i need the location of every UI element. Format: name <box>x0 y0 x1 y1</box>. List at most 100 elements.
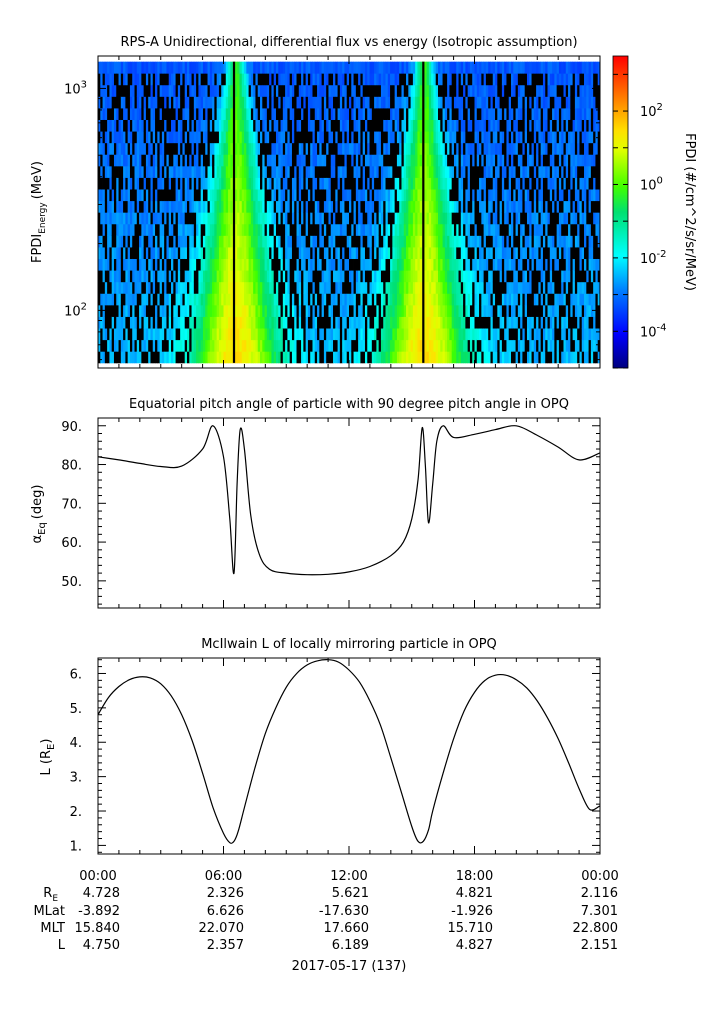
spectrogram-cell <box>312 351 316 364</box>
spectrogram-cell <box>287 200 291 213</box>
spectrogram-cell <box>533 223 537 236</box>
spectrogram-cell <box>202 119 206 132</box>
spectrogram-cell <box>353 177 357 190</box>
spectrogram-cell <box>447 61 450 74</box>
spectrogram-cell <box>349 281 352 294</box>
spectrogram-cell <box>248 270 252 283</box>
spectrogram-cell <box>182 281 186 294</box>
spectrogram-cell <box>113 131 117 144</box>
spectrogram-cell <box>435 119 439 132</box>
spectrogram-cell <box>511 84 514 97</box>
spectrogram-cell <box>339 96 343 109</box>
spectrogram-cell <box>168 177 172 190</box>
spectrogram-cell <box>371 328 375 341</box>
spectrogram-cell <box>412 281 416 294</box>
spectrogram-cell <box>531 119 535 132</box>
spectrogram-cell <box>335 339 338 352</box>
spectrogram-cell <box>239 84 243 97</box>
spectrogram-cell <box>113 154 117 167</box>
spectrogram-cell <box>392 258 396 271</box>
spectrogram-cell <box>285 142 288 155</box>
spectrogram-cell <box>330 293 334 306</box>
spectrogram-cell <box>360 200 364 213</box>
spectrogram-cell <box>376 281 380 294</box>
spectrogram-cell <box>433 177 437 190</box>
spectrogram-cell <box>326 339 329 352</box>
spectrogram-cell <box>202 165 206 178</box>
spectrogram-cell <box>134 339 138 352</box>
spectrogram-cell <box>255 142 259 155</box>
spectrogram-cell <box>216 281 220 294</box>
spectrogram-cell <box>246 281 249 294</box>
spectrogram-cell <box>280 316 284 329</box>
spectrogram-cell <box>148 293 151 306</box>
spectrogram-cell <box>221 235 224 248</box>
spectrogram-cell <box>266 73 270 86</box>
spectrogram-cell <box>143 247 147 260</box>
spectrogram-cell <box>378 258 382 271</box>
spectrogram-cell <box>225 293 229 306</box>
spectrogram-cell <box>472 96 475 109</box>
spectrogram-cell <box>326 270 329 283</box>
spectrogram-cell <box>264 339 268 352</box>
spectrogram-cell <box>113 339 117 352</box>
spectrogram-cell <box>390 131 393 144</box>
spectrogram-cell <box>125 339 129 352</box>
spectrogram-cell <box>399 61 402 74</box>
spectrogram-cell <box>298 119 302 132</box>
spectrogram-cell <box>515 316 519 329</box>
spectrogram-cell <box>152 258 156 271</box>
spectrogram-cell <box>296 258 300 271</box>
spectrogram-cell <box>492 258 496 271</box>
spectrogram-cell <box>474 73 478 86</box>
spectrogram-cell <box>444 247 448 260</box>
spectrogram-cell <box>294 131 297 144</box>
spectrogram-cell <box>522 328 526 341</box>
spectrogram-cell <box>399 247 402 260</box>
spectrogram-cell <box>476 339 480 352</box>
spectrogram-cell <box>264 258 268 271</box>
spectrogram-cell <box>289 73 293 86</box>
spectrogram-cell <box>399 258 402 271</box>
spectrogram-cell <box>305 165 309 178</box>
spectrogram-cell <box>323 84 327 97</box>
spectrogram-cell <box>271 61 275 74</box>
spectrogram-cell <box>355 119 359 132</box>
spectrogram-cell <box>182 270 186 283</box>
spectrogram-cell <box>337 351 341 364</box>
spectrogram-cell <box>145 200 149 213</box>
spectrogram-cell <box>531 328 535 341</box>
spectrogram-cell <box>529 165 532 178</box>
spectrogram-cell <box>492 328 496 341</box>
spectrogram-cell <box>314 293 318 306</box>
spectrogram-cell <box>351 258 354 271</box>
spectrogram-cell <box>339 339 343 352</box>
spectrogram-cell <box>460 61 464 74</box>
spectrogram-cell <box>155 73 158 86</box>
spectrogram-cell <box>529 316 532 329</box>
spectrogram-cell <box>520 258 523 271</box>
spectrogram-cell <box>278 212 281 225</box>
spectrogram-cell <box>431 131 434 144</box>
spectrogram-cell <box>307 142 311 155</box>
spectrogram-cell <box>387 270 391 283</box>
spectrogram-cell <box>328 177 332 190</box>
spectrogram-cell <box>132 142 135 155</box>
spectrogram-cell <box>253 96 256 109</box>
spectrogram-cell <box>271 119 275 132</box>
spectrogram-cell <box>401 177 405 190</box>
spectrogram-cell <box>120 189 124 202</box>
spectrogram-cell <box>504 131 507 144</box>
spectrogram-cell <box>100 270 103 283</box>
spectrogram-cell <box>497 165 500 178</box>
spectrogram-cell <box>369 247 373 260</box>
spectrogram-cell <box>189 119 192 132</box>
spectrogram-cell <box>326 73 329 86</box>
spectrogram-cell <box>424 142 427 155</box>
spectrogram-cell <box>360 131 364 144</box>
spectrogram-cell <box>262 119 265 132</box>
spectrogram-cell <box>504 200 507 213</box>
spectrogram-cell <box>127 84 131 97</box>
spectrogram-cell <box>399 142 402 155</box>
spectrogram-cell <box>228 281 231 294</box>
